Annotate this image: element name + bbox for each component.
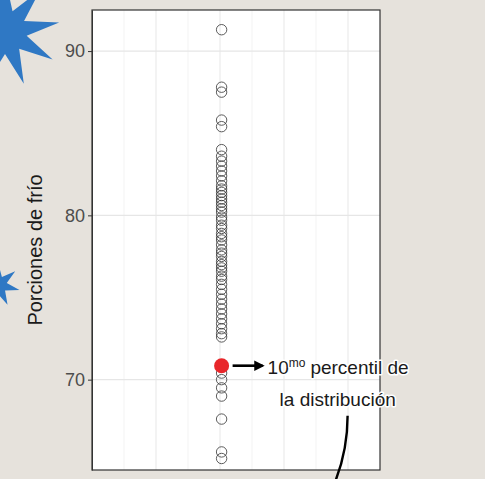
- point: [216, 453, 226, 463]
- y-axis-title: Porciones de frío: [24, 174, 46, 325]
- grid-line: [124, 10, 125, 470]
- annotation-leader: [335, 416, 348, 479]
- tick-label: 70: [65, 370, 85, 390]
- annotation: la distribución: [280, 389, 396, 410]
- grid-line: [252, 10, 253, 470]
- point: [216, 144, 226, 154]
- tick: 90: [65, 41, 92, 61]
- grid-line: [155, 10, 156, 470]
- tick: 80: [65, 206, 92, 226]
- tick-mark: [88, 380, 92, 381]
- annotation: 10mo percentil de: [268, 356, 409, 378]
- annotation-part: mo: [289, 356, 306, 370]
- chart: 70 80 90 Porciones de frío 10mo percentil de l…: [0, 0, 485, 479]
- tick-label: 90: [65, 41, 85, 61]
- decor-star: [0, 263, 19, 305]
- point: [216, 383, 226, 393]
- tick-label: 80: [65, 206, 85, 226]
- point: [216, 414, 226, 424]
- points: [214, 25, 229, 464]
- grid-line: [92, 50, 380, 51]
- point: [216, 391, 226, 401]
- annotation-part: percentil de: [310, 357, 408, 378]
- point: [216, 447, 226, 457]
- point: [216, 332, 226, 342]
- y-grid: [92, 51, 380, 380]
- tick-mark: [88, 51, 92, 52]
- highlight-point: [214, 358, 229, 373]
- annotation-arrow: [233, 364, 263, 367]
- annotation-part: 10: [268, 357, 289, 378]
- point: [216, 87, 226, 97]
- tick-mark: [88, 215, 92, 216]
- y-axis: 70 80 90: [65, 11, 93, 471]
- grid-line: [188, 10, 189, 470]
- grid-line: [92, 215, 380, 216]
- point: [216, 374, 226, 384]
- axis-line: [92, 11, 93, 471]
- point: [216, 121, 226, 131]
- point: [216, 115, 226, 125]
- point: [216, 25, 226, 35]
- decor-star: [0, 0, 59, 84]
- tick: 70: [65, 370, 92, 390]
- grid-line: [92, 379, 380, 380]
